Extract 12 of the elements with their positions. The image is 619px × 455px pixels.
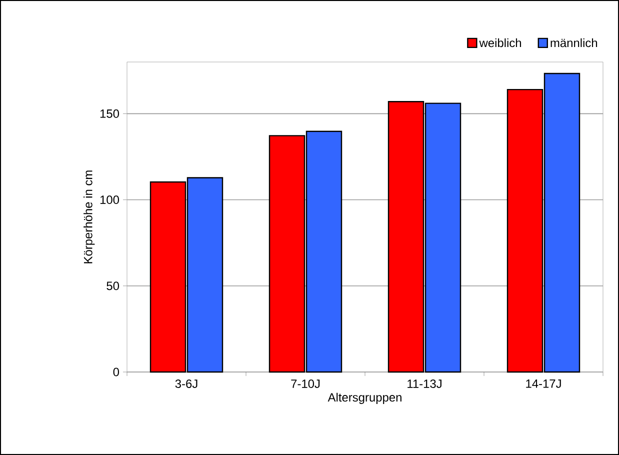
x-axis-title: Altersgruppen <box>328 392 402 404</box>
x-tick-label: 14-17J <box>526 380 561 388</box>
y-tick-label: 150 <box>100 109 120 118</box>
x-tick-label: 7-10J <box>291 380 320 388</box>
x-tick-label: 11-13J <box>408 380 442 388</box>
y-tick-label: 0 <box>113 368 120 376</box>
y-tick-label: 50 <box>106 282 120 290</box>
legend-label: männlich <box>550 38 598 48</box>
legend-label: weiblich <box>479 38 522 48</box>
x-tick-label: 3-6J <box>175 380 198 388</box>
y-axis-title: Körperhöhe in cm <box>84 170 95 264</box>
y-tick-label: 100 <box>100 196 120 204</box>
